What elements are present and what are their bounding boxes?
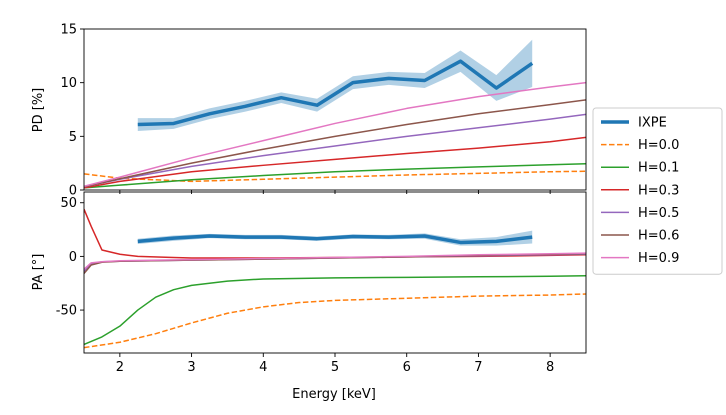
pa-model-line-h00 (84, 293, 586, 349)
pd-model-line-h05 (84, 113, 586, 188)
pa-model-line-h09 (84, 252, 586, 270)
pd-model-line-h00 (84, 170, 586, 183)
x-tick-label: 5 (331, 360, 339, 375)
x-tick-label: 2 (116, 360, 124, 375)
x-tick-label: 6 (403, 360, 411, 375)
pa-model-line-h03 (84, 208, 586, 259)
pd-panel: 0 5 10 15 (60, 23, 587, 199)
x-axis-label: Energy [keV] (292, 387, 376, 402)
pa-y-tick-label: 0 (69, 250, 77, 265)
legend-label: IXPE (638, 116, 667, 131)
pd-y-tick-label: 15 (60, 23, 77, 38)
pd-y-tick-label: 10 (60, 76, 77, 91)
pa-plot-area (84, 208, 586, 349)
pd-plot-area (84, 39, 586, 189)
legend-label: H=0.6 (638, 229, 679, 244)
pd-ixpe-line (137, 59, 534, 127)
legend-label: H=0.1 (638, 161, 679, 176)
pd-model-line-h03 (84, 136, 586, 189)
x-tick-label: 8 (546, 360, 554, 375)
legend-label: H=0.9 (638, 251, 679, 266)
pa-y-axis-label: PA [°] (31, 254, 46, 291)
x-tick-label: 3 (187, 360, 195, 375)
x-tick-label: 4 (259, 360, 267, 375)
pa-y-tick-label: -50 (56, 304, 77, 319)
legend-label: H=0.5 (638, 206, 679, 221)
pd-model-line-h09 (84, 81, 586, 187)
legend: IXPE H=0.0 H=0.1 H=0.3 H=0.5 H=0.6 H=0.9 (592, 107, 723, 275)
pa-panel: -50 0 50 2 3 4 5 6 7 8 (56, 191, 587, 375)
legend-label: H=0.0 (638, 138, 679, 153)
pa-model-line-h01 (84, 274, 586, 346)
pd-y-axis-label: PD [%] (31, 88, 46, 132)
pd-y-tick-label: 0 (69, 184, 77, 199)
pa-axes-frame (83, 191, 587, 354)
pa-y-tick-label: 50 (60, 196, 77, 211)
legend-frame (592, 107, 723, 275)
pd-model-line-h01 (84, 162, 586, 189)
x-tick-label: 7 (474, 360, 482, 375)
pa-ixpe-line (137, 234, 533, 245)
legend-label: H=0.3 (638, 183, 679, 198)
pd-y-tick-label: 5 (69, 130, 77, 145)
pd-model-line-h06 (84, 99, 586, 188)
